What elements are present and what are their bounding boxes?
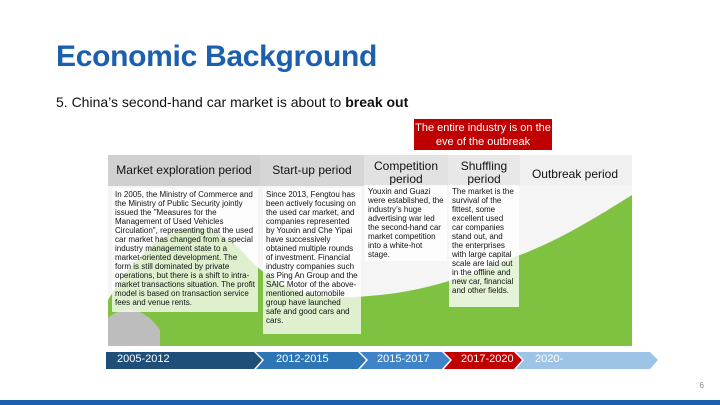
period-header-1: Market exploration period [116,163,252,177]
timeline-label-1: 2005-2012 [117,353,170,365]
period-text-2: Since 2013, Fengtou has been actively fo… [263,188,361,334]
period-header-5: Outbreak period [531,167,619,181]
timeline-segment-4 [444,352,522,369]
subtitle-text: 5. China’s second-hand car market is abo… [56,94,346,110]
bottom-accent-bar [0,400,720,405]
timeline-segment-5 [516,352,658,369]
period-header-4: Shuffling period [460,158,508,186]
period-header-3: Competition period [373,158,439,186]
period-text-1: In 2005, the Ministry of Commerce and th… [112,188,258,312]
timeline-label-4: 2017-2020 [461,353,514,365]
header-band-1 [108,155,260,186]
header-band-2 [260,155,364,186]
gray-shadow-area [108,309,160,346]
period-text-3: Youxin and Guazi were established, the i… [365,185,447,261]
outbreak-callout: The entire industry is on the eve of the… [414,119,552,150]
timeline-label-2: 2012-2015 [276,353,329,365]
timeline-label-3: 2015-2017 [377,353,430,365]
page-title: Economic Background [56,40,378,73]
period-header-2: Start-up period [272,163,352,177]
period-text-4: The market is the survival of the fittes… [449,185,519,307]
timeline-segment-3 [360,352,450,369]
timeline-segment-1 [106,352,262,369]
page-number: 6 [699,381,704,390]
header-band-5 [520,155,632,186]
subtitle: 5. China’s second-hand car market is abo… [56,94,408,110]
timeline-segment-2 [256,352,366,369]
subtitle-emphasis: break out [345,94,409,110]
header-band-3 [364,155,448,186]
timeline-label-5: 2020- [535,353,564,365]
header-band-4 [448,155,520,186]
